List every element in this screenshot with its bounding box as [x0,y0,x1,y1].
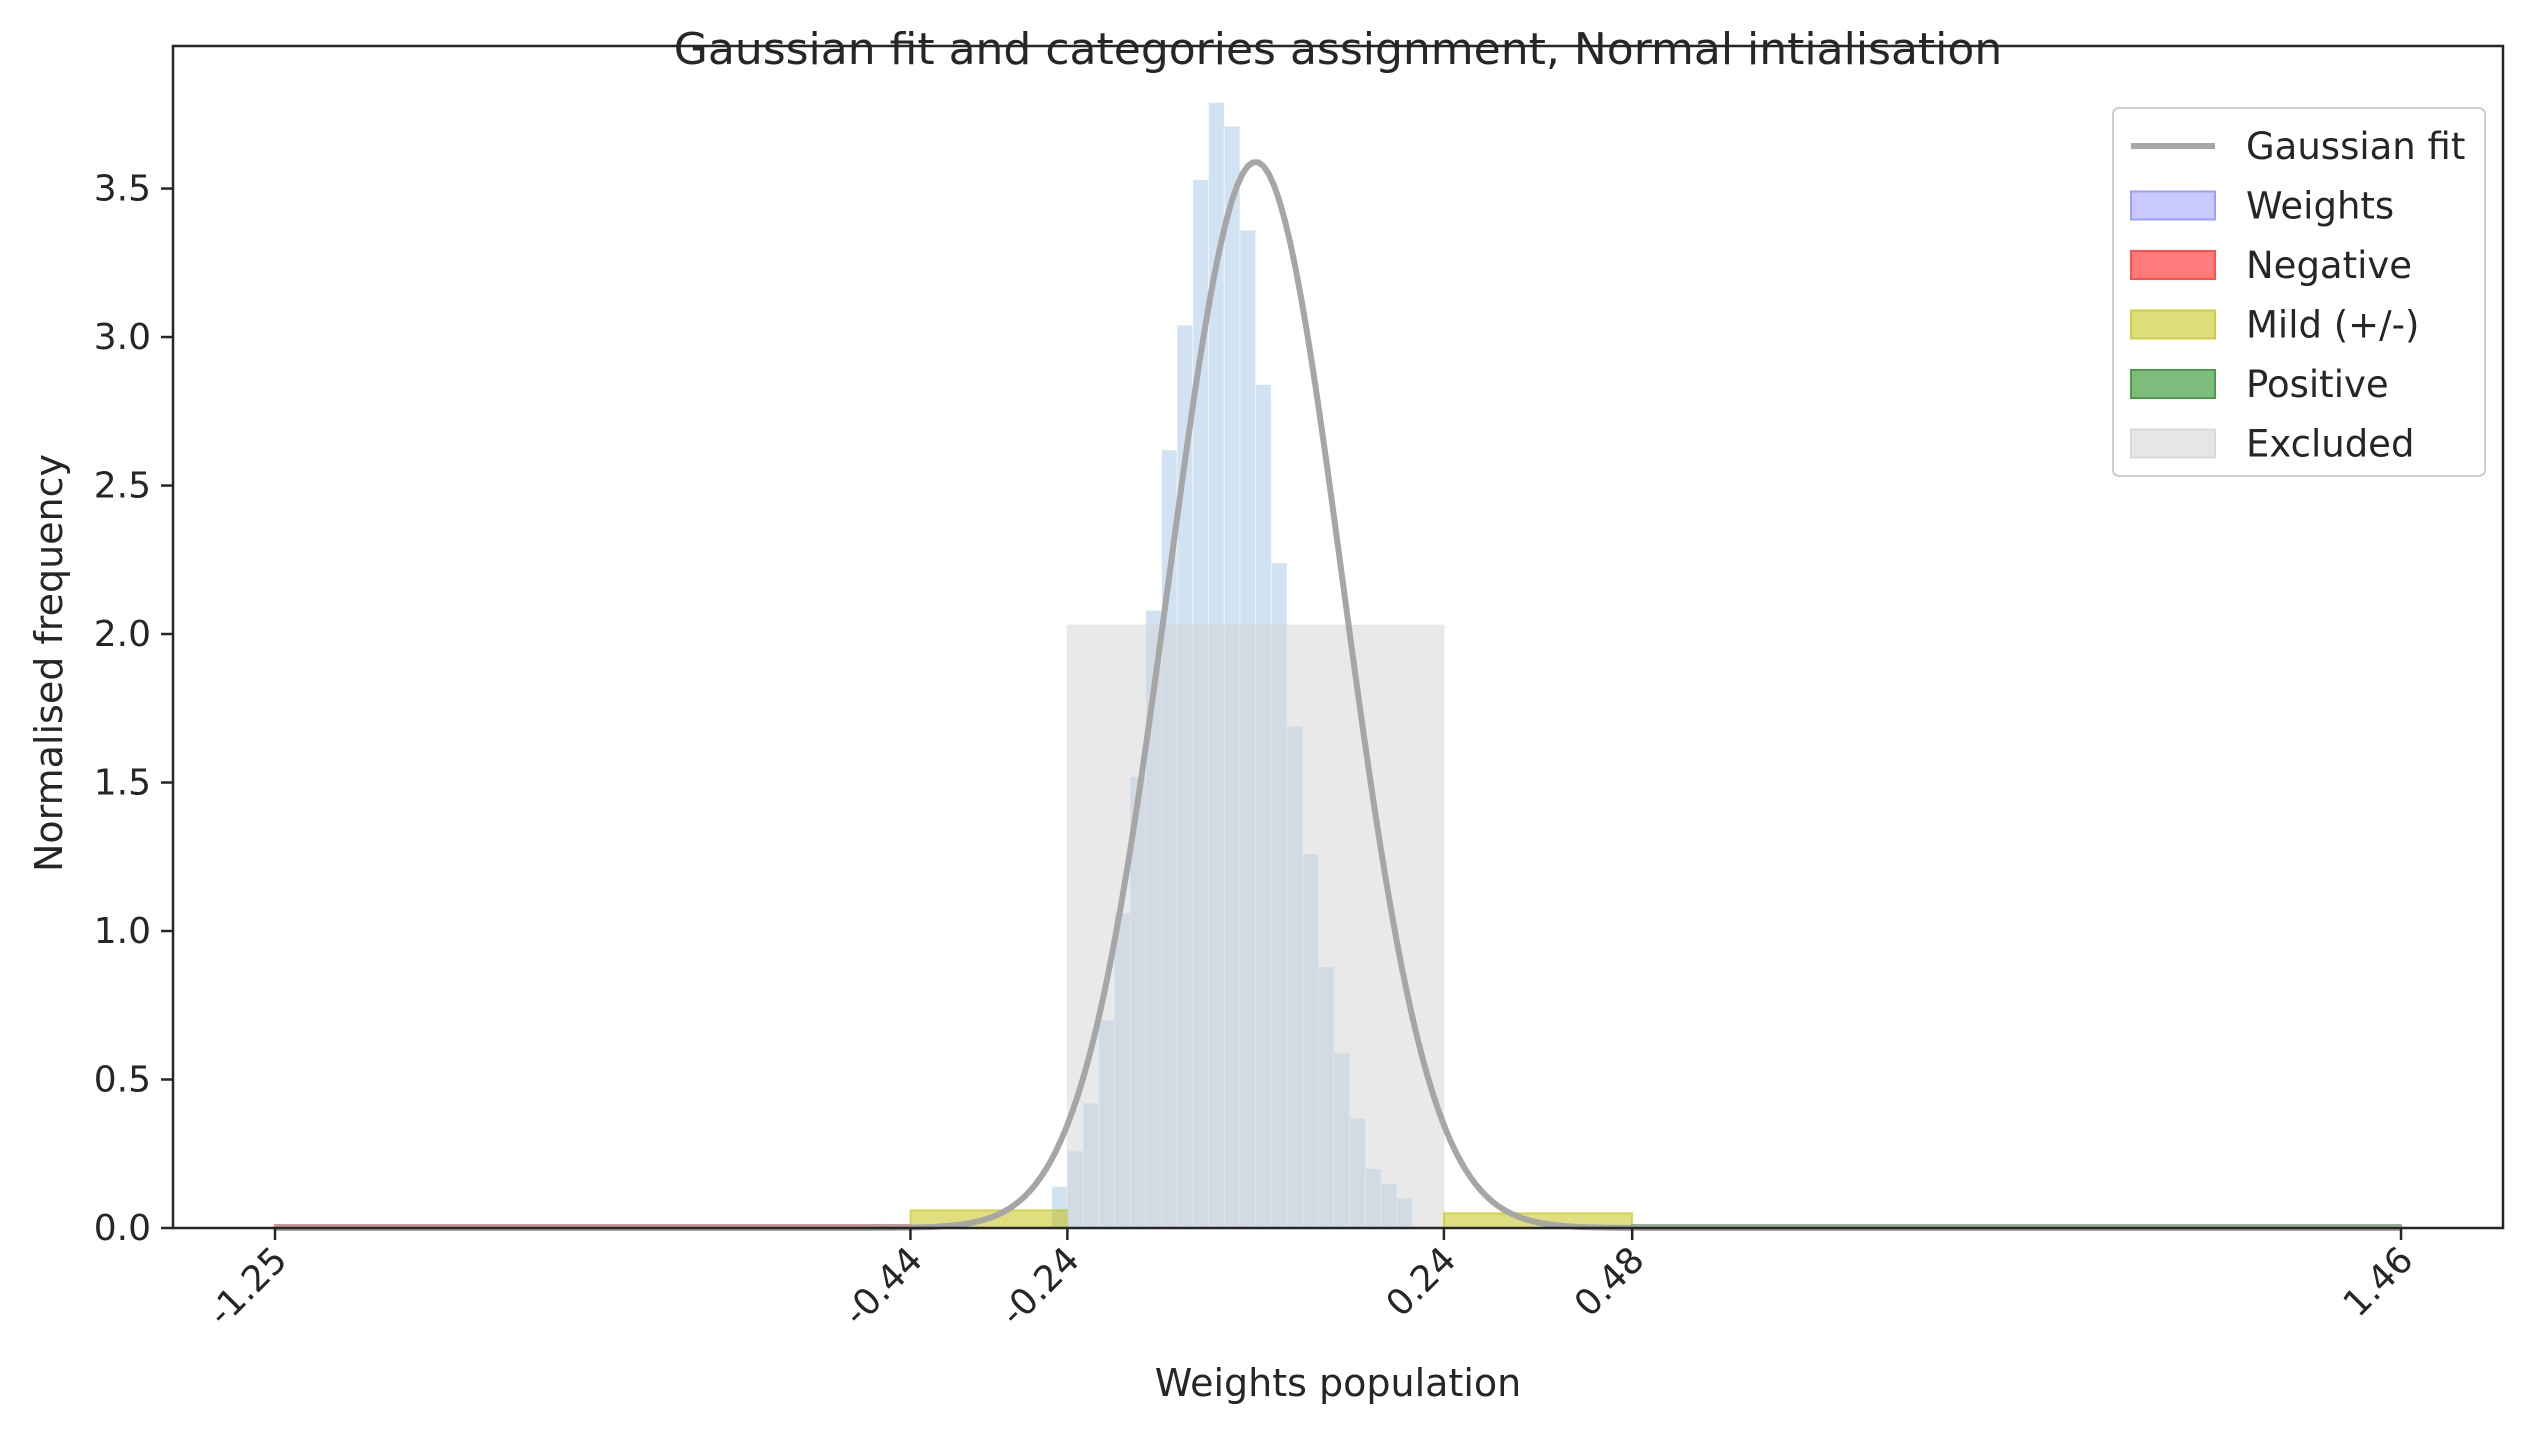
chart-title: Gaussian fit and categories assignment, … [674,24,2002,75]
y-axis-label: Normalised frequency [27,454,71,872]
y-tick-label: 0.5 [94,1060,151,1101]
y-tick-label: 1.5 [94,763,151,804]
legend-swatch-mild [2130,309,2216,340]
legend-swatch-excluded [2130,428,2216,459]
y-tick-label: 3.0 [94,317,151,358]
legend-label-excluded: Excluded [2246,423,2414,466]
plot-area [171,44,2505,1231]
x-axis-label: Weights population [1155,1361,1521,1405]
legend-swatch-positive [2130,369,2216,399]
category-band-excluded [1066,624,1445,1229]
legend: Gaussian fit Weights Negative Mild (+/-) Pos… [2112,107,2486,477]
y-tick-label: 3.5 [94,169,151,210]
y-tick-label: 2.0 [94,614,151,655]
axes-frame [171,44,2505,1230]
y-tick-label: 0.0 [94,1208,151,1249]
y-axis: 0.0 0.5 1.0 1.5 2.0 2.5 3.0 3.5 [94,169,173,1249]
y-tick-label: 2.5 [94,466,151,507]
legend-label-mild: Mild (+/-) [2246,304,2419,347]
legend-swatch-weights [2130,190,2216,221]
legend-label-negative: Negative [2246,244,2412,287]
legend-label-gaussian-fit: Gaussian fit [2246,125,2465,168]
legend-swatch-negative [2130,250,2216,280]
y-tick-label: 1.0 [94,911,151,952]
legend-label-weights: Weights [2246,185,2394,228]
legend-label-positive: Positive [2246,363,2389,406]
